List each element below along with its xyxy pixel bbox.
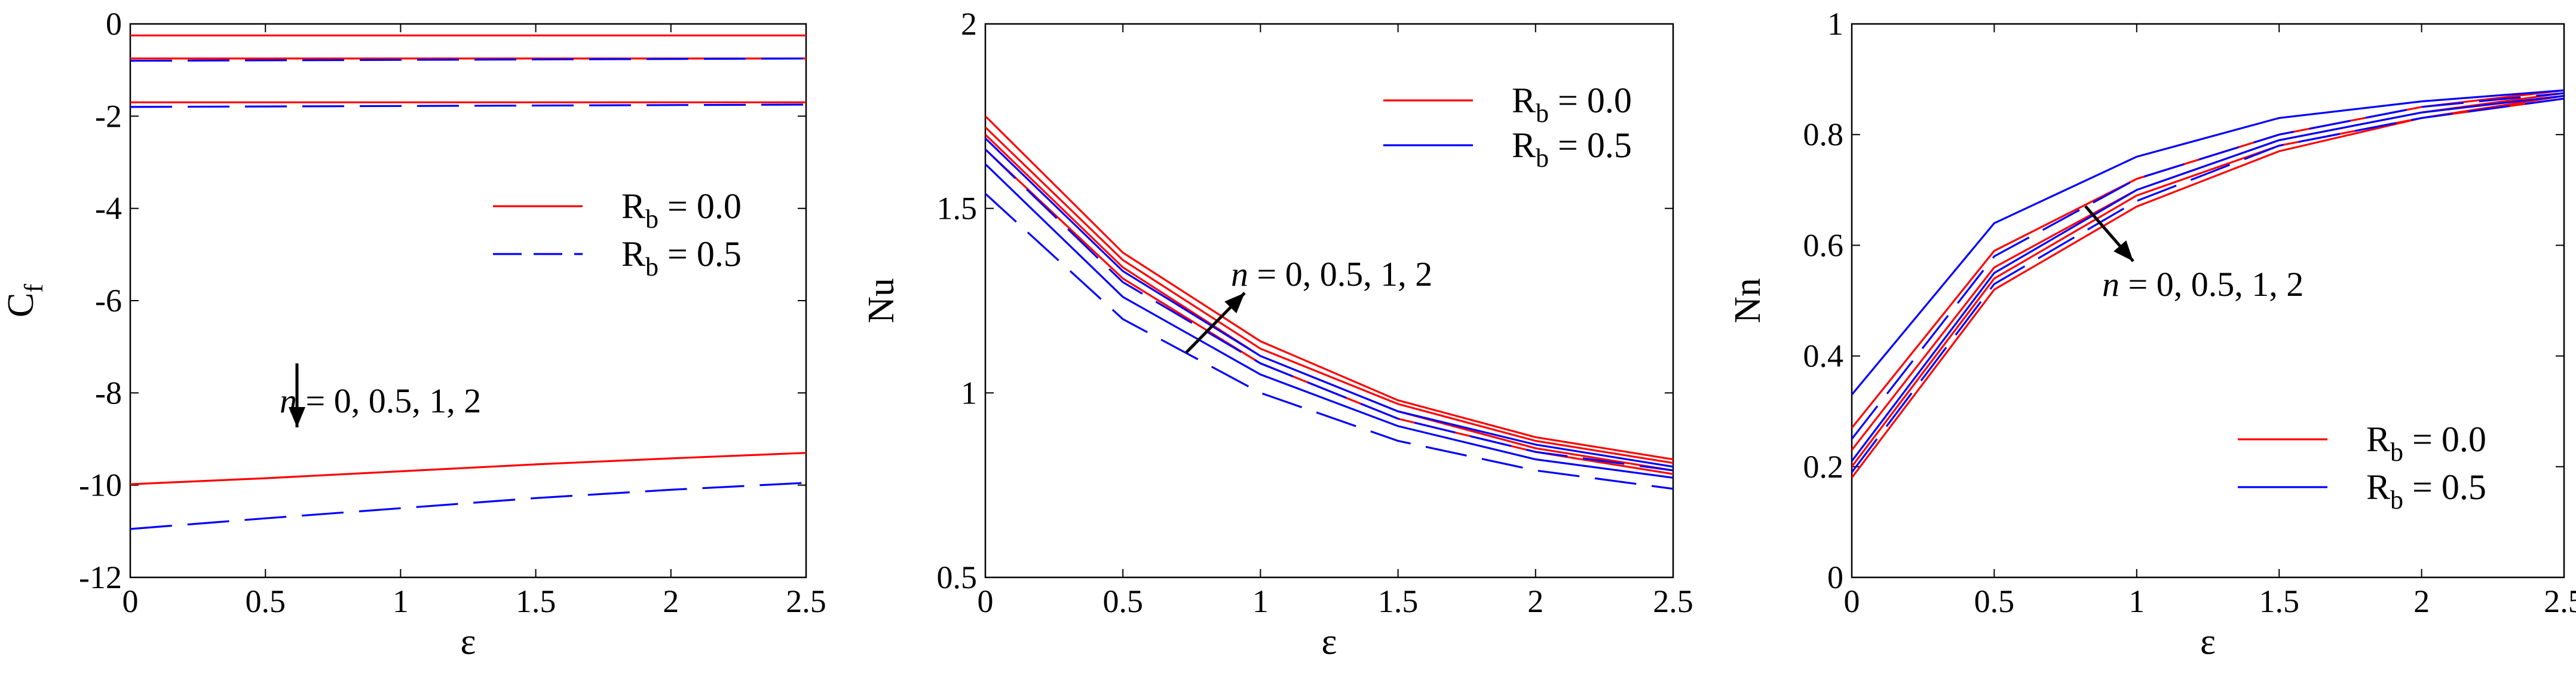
x-tick-label: 0 — [978, 583, 994, 619]
series-line — [130, 452, 806, 485]
x-tick-label: 2.5 — [1653, 583, 1693, 619]
series-line — [985, 163, 1673, 479]
series-line — [985, 148, 1673, 475]
y-tick-label: 0.4 — [1803, 338, 1844, 374]
legend-label: Rb = 0.5 — [2366, 467, 2486, 515]
y-tick-label: -10 — [79, 467, 122, 503]
x-tick-label: 1.5 — [2259, 583, 2299, 619]
x-tick-label: 2 — [663, 583, 679, 619]
y-tick-label: 1.5 — [937, 191, 978, 227]
series-line — [130, 482, 806, 530]
series-line — [985, 126, 1673, 464]
series-line — [1852, 92, 2564, 440]
y-axis-label: Nu — [861, 278, 902, 323]
y-tick-label: 2 — [961, 6, 977, 42]
plot-frame — [1851, 23, 2565, 579]
x-tick-label: 0 — [1844, 583, 1860, 619]
y-tick-label: 0.8 — [1803, 117, 1844, 152]
x-tick-label: 1 — [2128, 583, 2145, 619]
y-tick-label: 0.6 — [1803, 227, 1844, 263]
x-axis-label: ε — [2200, 622, 2216, 662]
legend-label: Rb = 0.0 — [2366, 420, 2486, 467]
series-line — [1852, 94, 2564, 462]
x-tick-label: 2.5 — [786, 583, 826, 619]
x-tick-label: 1 — [1252, 583, 1269, 619]
x-tick-label: 0.5 — [245, 583, 286, 619]
series-line — [985, 148, 1673, 472]
y-tick-label: -12 — [79, 559, 122, 595]
y-tick-label: -6 — [95, 283, 122, 319]
annotation-arrow-head — [1224, 293, 1245, 314]
x-axis-label: ε — [460, 622, 476, 662]
legend-label: Rb = 0.5 — [621, 234, 742, 282]
annotation-label: n = 0, 0.5, 1, 2 — [1231, 255, 1432, 293]
x-tick-label: 1.5 — [1378, 583, 1419, 619]
series-line — [1852, 97, 2564, 473]
x-tick-label: 0.5 — [1974, 583, 2015, 619]
legend-label: Rb = 0.0 — [1512, 81, 1632, 128]
legend-label: Rb = 0.0 — [621, 186, 742, 234]
x-axis-label: ε — [1321, 622, 1337, 662]
annotation-label: n = 0, 0.5, 1, 2 — [2102, 265, 2304, 304]
y-tick-label: -8 — [95, 375, 122, 411]
y-axis-label: Cf — [1, 284, 48, 317]
plot-frame — [984, 23, 1674, 579]
y-tick-label: 1 — [1827, 6, 1843, 42]
plot-frame — [129, 23, 807, 579]
y-tick-label: -4 — [95, 191, 122, 227]
x-tick-label: 0.5 — [1102, 583, 1143, 619]
x-tick-label: 1.5 — [516, 583, 556, 619]
x-tick-label: 0 — [122, 583, 139, 619]
x-tick-label: 2.5 — [2544, 583, 2576, 619]
y-tick-label: 1 — [961, 375, 977, 411]
y-axis-label: Nn — [1727, 278, 1768, 323]
series-line — [1852, 89, 2564, 429]
series-line — [985, 137, 1673, 468]
annotation-label: n = 0, 0.5, 1, 2 — [280, 381, 481, 420]
series-line — [985, 115, 1673, 461]
x-tick-label: 2 — [2413, 583, 2430, 619]
chart-panel-3: 0 0.5 1 1.5 2 2.5 0 0.2 0.4 0.6 0.8 1 ε Nn Rb = 0.0Rb … — [1727, 6, 2576, 662]
y-tick-label: 0 — [1827, 559, 1843, 595]
legend-label: Rb = 0.5 — [1512, 126, 1632, 173]
y-tick-label: 0.2 — [1803, 449, 1844, 485]
y-tick-label: -2 — [95, 98, 122, 134]
chart-panel-1: 0 0.5 1 1.5 2 2.5 -12 -10 -8 -6 -4 -2 0 ε Cf Rb = 0.0Rb… — [1, 6, 826, 662]
series-line — [130, 103, 806, 108]
series-line — [985, 134, 1673, 472]
series-line — [1852, 89, 2564, 396]
x-tick-label: 2 — [1527, 583, 1543, 619]
y-tick-label: 0.5 — [937, 559, 978, 595]
x-tick-label: 1 — [393, 583, 409, 619]
series-line — [985, 192, 1673, 490]
annotation-arrow-head — [289, 407, 305, 427]
y-tick-label: 0 — [106, 6, 122, 42]
annotation-arrow-head — [2114, 240, 2133, 261]
